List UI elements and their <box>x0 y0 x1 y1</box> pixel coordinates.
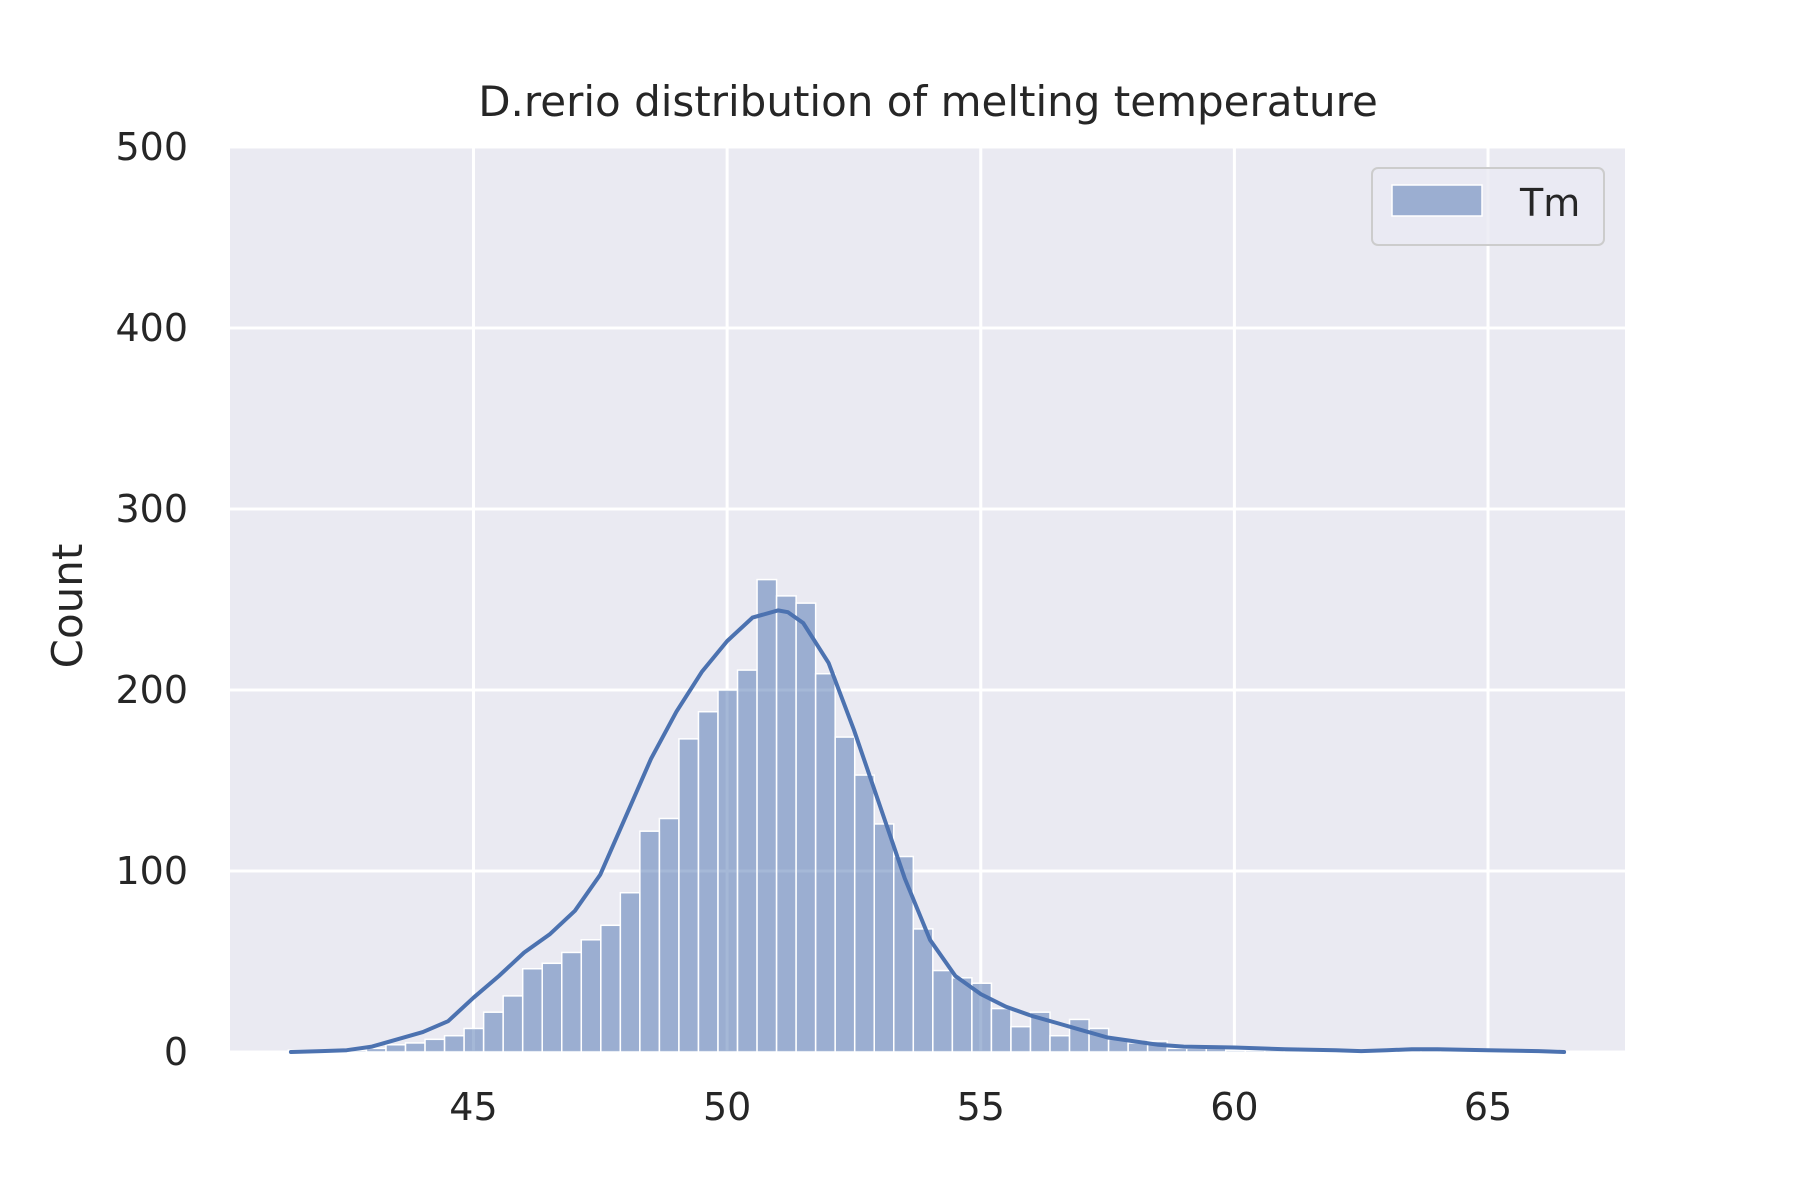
x-tick-label: 65 <box>1464 1085 1512 1129</box>
histogram-bar <box>990 1007 1012 1053</box>
plot-background <box>230 147 1625 1052</box>
y-tick-label: 400 <box>115 306 188 350</box>
y-axis-label: Count <box>43 544 92 669</box>
y-tick-label: 100 <box>115 849 188 893</box>
histogram-bar <box>717 689 739 1053</box>
histogram-bar <box>1225 1049 1247 1053</box>
histogram-bar <box>775 595 797 1053</box>
x-tick-label: 45 <box>449 1085 497 1129</box>
histogram-bar <box>795 602 817 1053</box>
histogram-bar <box>951 977 973 1053</box>
x-tick-labels: 45 50 55 60 65 <box>449 1085 1512 1129</box>
histogram-bar <box>873 823 895 1053</box>
histogram-bar <box>443 1034 465 1053</box>
histogram-bar <box>1010 1025 1032 1053</box>
histogram-bar <box>853 774 875 1053</box>
histogram-bar <box>404 1042 426 1053</box>
histogram-bar <box>619 891 641 1053</box>
histogram-bar <box>678 738 700 1053</box>
histogram-bar <box>385 1044 407 1053</box>
histogram-bar <box>834 736 856 1053</box>
legend-swatch <box>1391 184 1483 217</box>
histogram-bar <box>932 969 954 1053</box>
histogram-bar <box>561 951 583 1053</box>
histogram-bar <box>541 962 563 1053</box>
histogram-bar <box>521 967 543 1053</box>
histogram-bar <box>893 855 915 1053</box>
x-tick-label: 60 <box>1210 1085 1258 1129</box>
histogram-bar <box>912 928 934 1053</box>
x-tick-label: 55 <box>957 1085 1005 1129</box>
histogram-bar <box>639 830 661 1053</box>
legend: Tm <box>1371 167 1605 246</box>
y-tick-label: 300 <box>115 487 188 531</box>
histogram-bar <box>424 1038 446 1053</box>
histogram-bar <box>697 710 719 1053</box>
histogram-bar <box>1068 1018 1090 1053</box>
histogram-bar <box>580 939 602 1053</box>
histogram-bar <box>1049 1034 1071 1053</box>
histogram-bar <box>463 1027 485 1053</box>
y-tick-labels: 0 100 200 300 400 500 <box>115 125 188 1074</box>
histogram-bars <box>287 578 1559 1053</box>
histogram-bar <box>482 1011 504 1053</box>
chart-title: D.rerio distribution of melting temperat… <box>478 77 1378 126</box>
histogram-bar <box>756 578 778 1053</box>
histogram-bar <box>736 669 758 1053</box>
histogram-bar <box>1166 1047 1188 1053</box>
histogram-bar <box>1029 1011 1051 1053</box>
x-tick-label: 50 <box>703 1085 751 1129</box>
kde-curve <box>288 608 1567 1054</box>
histogram-bar <box>814 672 836 1053</box>
y-tick-label: 200 <box>115 668 188 712</box>
y-tick-label: 0 <box>164 1030 188 1074</box>
histogram-bar <box>658 817 680 1053</box>
y-tick-label: 500 <box>115 125 188 169</box>
legend-label: Tm <box>1519 181 1580 225</box>
histogram-bar <box>600 924 622 1053</box>
histogram-bar <box>502 995 524 1053</box>
